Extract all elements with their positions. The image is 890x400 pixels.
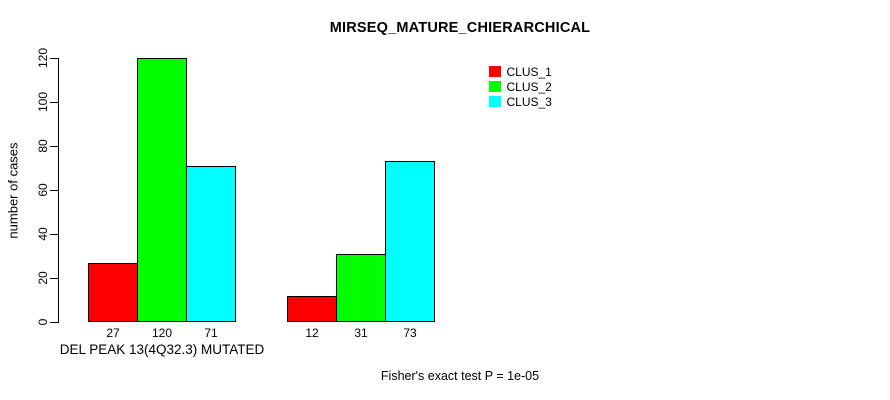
legend-item-clus_3: CLUS_3 (489, 94, 552, 109)
legend-swatch (489, 95, 501, 108)
y-tick-mark (50, 278, 58, 279)
bar-clus_1-group1 (88, 263, 138, 322)
y-tick-mark (50, 190, 58, 191)
group-label: DEL PEAK 13(4Q32.3) MUTATED (59, 342, 265, 357)
bar-value-label: 71 (204, 326, 218, 340)
legend-swatch (489, 80, 501, 93)
y-tick-label: 120 (36, 47, 50, 69)
bar-clus_1-group2 (287, 296, 337, 322)
y-tick-label: 80 (36, 139, 50, 153)
legend-label: CLUS_2 (506, 79, 552, 94)
bar-clus_2-group2 (336, 254, 386, 322)
bar-value-label: 73 (403, 326, 417, 340)
y-tick-label: 20 (36, 271, 50, 285)
bar-clus_3-group2 (385, 161, 435, 322)
legend-label: CLUS_3 (506, 94, 552, 109)
y-tick-label: 40 (36, 227, 50, 241)
y-tick-mark (50, 322, 58, 323)
y-tick-label: 100 (36, 91, 50, 113)
chart-title: MIRSEQ_MATURE_CHIERARCHICAL (329, 20, 591, 36)
legend: CLUS_1 CLUS_2 CLUS_3 (489, 64, 552, 109)
y-axis-line (58, 58, 59, 323)
legend-item-clus_2: CLUS_2 (489, 79, 552, 94)
bar-value-label: 31 (354, 326, 368, 340)
legend-label: CLUS_1 (506, 64, 552, 79)
bar-value-label: 12 (305, 326, 319, 340)
y-tick-mark (50, 146, 58, 147)
y-tick-label: 0 (36, 318, 50, 326)
bar-clus_2-group1 (137, 58, 187, 322)
y-tick-label: 60 (36, 183, 50, 197)
y-tick-mark (50, 58, 58, 59)
footnote-pvalue: Fisher's exact test P = 1e-05 (380, 369, 540, 383)
y-tick-mark (50, 102, 58, 103)
legend-swatch (489, 65, 501, 78)
bar-clus_3-group1 (186, 166, 236, 322)
legend-item-clus_1: CLUS_1 (489, 64, 552, 79)
bar-value-label: 27 (106, 326, 120, 340)
y-axis-label: number of cases (5, 142, 21, 239)
bar-value-label: 120 (151, 326, 173, 340)
y-tick-mark (50, 234, 58, 235)
